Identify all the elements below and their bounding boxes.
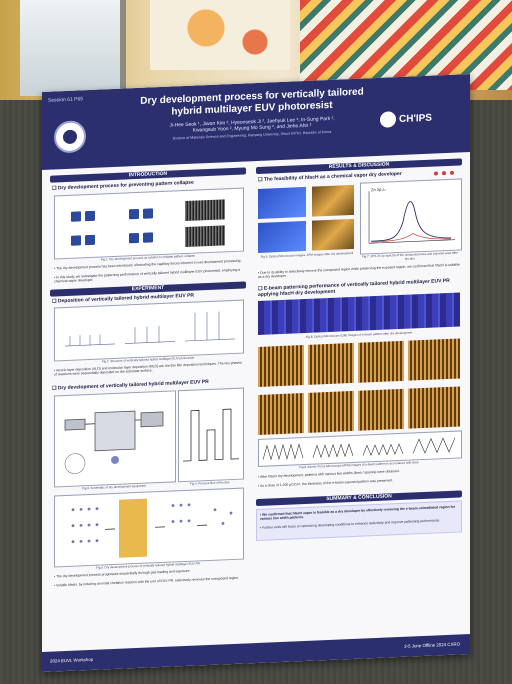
chips-logo-text: CH'IPS bbox=[399, 112, 432, 125]
dry-dev-lattice bbox=[71, 503, 233, 544]
university-seal-logo bbox=[54, 120, 86, 154]
figure-dry-dev-process bbox=[54, 487, 244, 568]
afm-pattern-5 bbox=[258, 393, 304, 435]
footer-workshop: 2024 EUVL Workshop bbox=[50, 656, 94, 664]
figure-dev-equipment bbox=[54, 390, 176, 488]
xps-spectrum-plot bbox=[368, 191, 455, 244]
afm-pattern-8 bbox=[408, 386, 460, 429]
process-flow-plot bbox=[183, 408, 239, 462]
figure-xps-spectrum: Zn 2p₃/₂ bbox=[360, 178, 462, 255]
figure-multilayer-structure bbox=[54, 299, 244, 362]
fig-sem-image bbox=[185, 225, 225, 248]
section-introduction: INTRODUCTION bbox=[50, 167, 246, 183]
fig-pillar bbox=[143, 208, 153, 219]
fig-pillar bbox=[129, 232, 139, 244]
summary-box: • We confirmed that hfacH vapor is feasi… bbox=[256, 500, 462, 542]
om-image-unexposed bbox=[258, 186, 306, 219]
fig-pillar bbox=[85, 210, 95, 222]
fig-pillar bbox=[85, 234, 95, 246]
xps-peak-label: Zn 2p₃/₂ bbox=[371, 186, 386, 193]
background-mural-wall bbox=[0, 0, 512, 100]
line-profile-plot bbox=[262, 437, 456, 461]
fig-pillar bbox=[71, 211, 81, 222]
poster-header: Session 61 P65 Dry development process f… bbox=[42, 74, 470, 170]
om-ebeam-images bbox=[258, 292, 460, 335]
om-image-exposed bbox=[258, 220, 306, 253]
research-poster: Session 61 P65 Dry development process f… bbox=[42, 74, 470, 673]
conference-session-id: Session 61 P65 bbox=[48, 96, 84, 104]
afm-pattern-3 bbox=[358, 340, 404, 383]
fig-pillar bbox=[143, 232, 153, 243]
multilayer-diagram bbox=[65, 311, 235, 347]
footer-date: 2-5 June Offline 2024 CXRO bbox=[404, 641, 460, 649]
decorative-dot bbox=[450, 170, 454, 175]
highlighted-layer bbox=[119, 498, 147, 558]
afm-image-2 bbox=[312, 218, 354, 251]
background-mural-dna-art bbox=[300, 0, 512, 90]
equipment-schematic bbox=[64, 410, 164, 474]
background-window bbox=[20, 0, 126, 96]
afm-pattern-7 bbox=[358, 388, 404, 431]
afm-image-1 bbox=[312, 184, 354, 217]
background-mural-art bbox=[150, 0, 290, 70]
figure-process-flow bbox=[178, 387, 244, 483]
afm-pattern-1 bbox=[258, 345, 304, 387]
fig-sem-image bbox=[185, 199, 225, 222]
decorative-dot bbox=[442, 171, 446, 176]
chips-logo: CH'IPS bbox=[380, 106, 464, 130]
fig-pillar bbox=[71, 235, 81, 246]
afm-pattern-6 bbox=[308, 390, 354, 433]
afm-pattern-4 bbox=[408, 338, 460, 381]
chips-logo-icon bbox=[380, 111, 396, 128]
figure-pattern-collapse bbox=[54, 187, 244, 260]
decorative-dot bbox=[434, 171, 438, 176]
results-text: • Due to its ability to selectively remo… bbox=[258, 262, 460, 280]
afm-pattern-2 bbox=[308, 342, 354, 385]
fig-pillar bbox=[129, 208, 139, 220]
afm-line-profiles bbox=[258, 430, 462, 467]
